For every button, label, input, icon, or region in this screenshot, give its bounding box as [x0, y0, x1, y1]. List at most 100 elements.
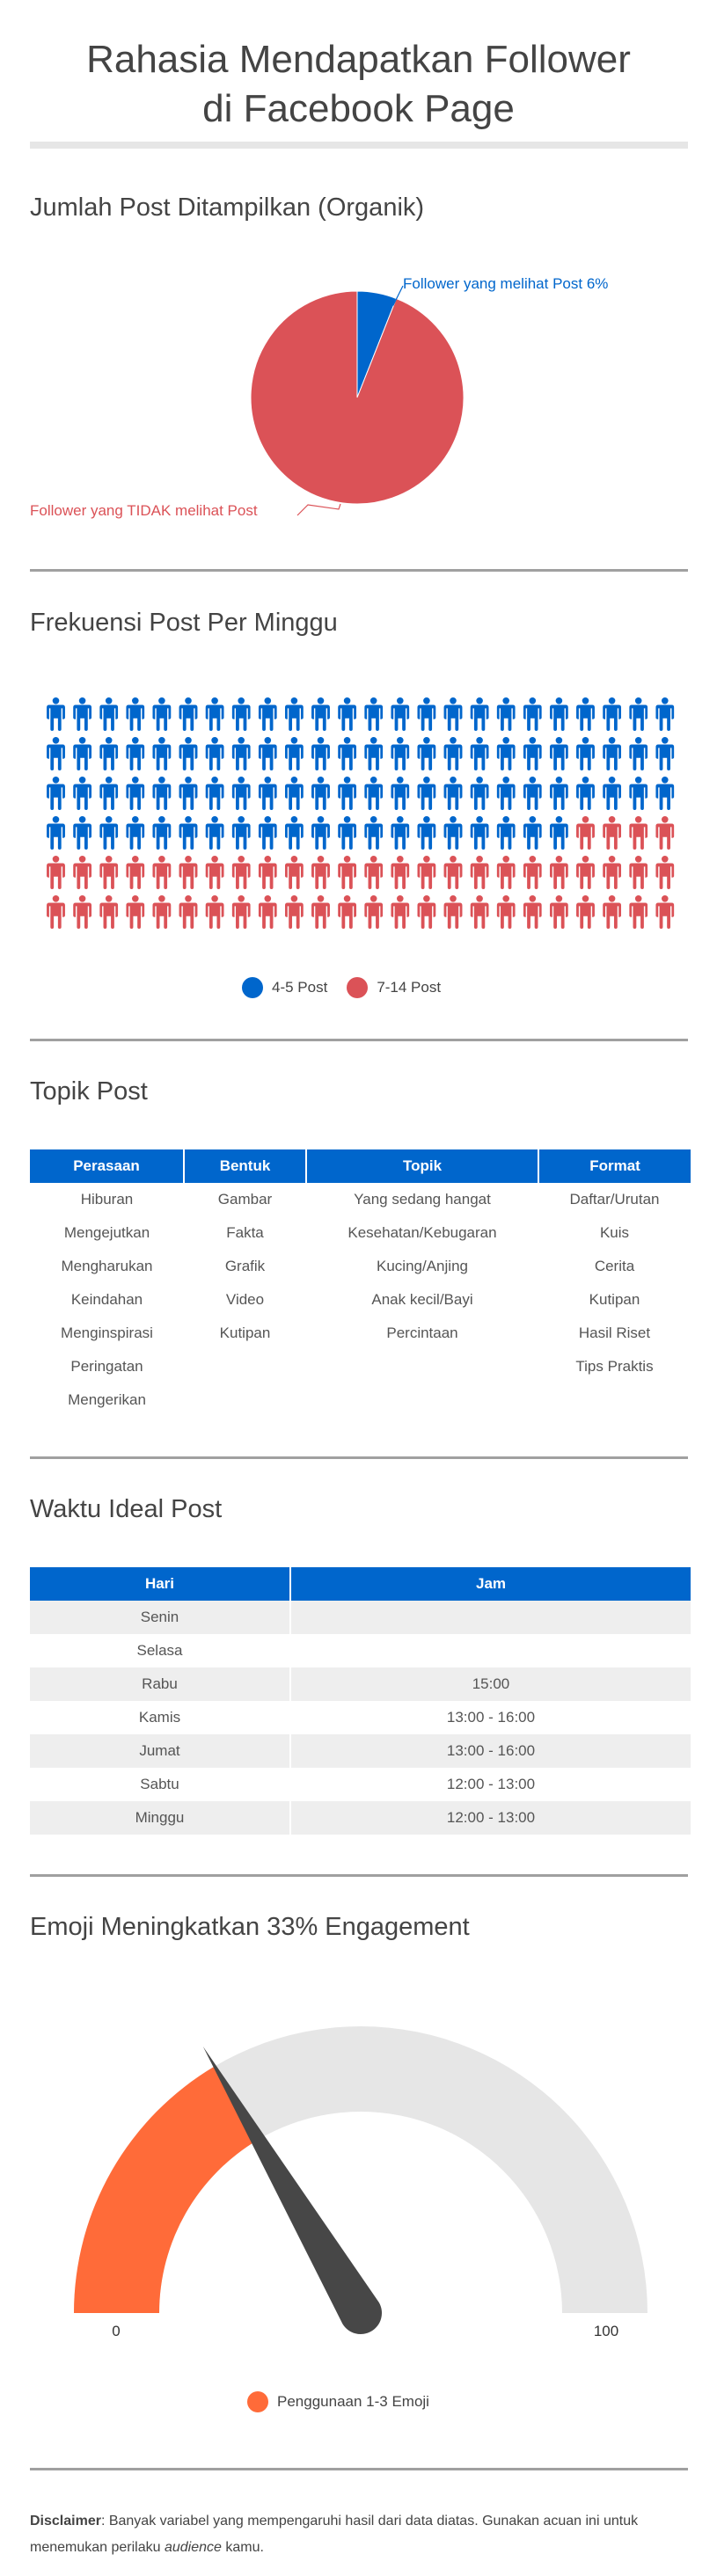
section-divider [30, 1874, 688, 1877]
person-icon [47, 895, 65, 929]
table-cell: Cerita [594, 1258, 635, 1274]
person-icon [47, 856, 65, 889]
person-icon [655, 816, 675, 850]
disclaimer-text-end: kamu. [221, 2540, 264, 2555]
person-icon [549, 697, 568, 731]
person-icon [655, 777, 675, 810]
person-icon [391, 777, 410, 810]
pie-label-not-viewed: Follower yang TIDAK melihat Post [30, 502, 258, 519]
person-icon [73, 816, 92, 850]
person-icon [655, 856, 675, 889]
pictograph-chart [47, 697, 675, 929]
table-row: Minggu 12:00 - 13:00 [30, 1801, 691, 1835]
person-icon [417, 777, 436, 810]
person-icon [258, 777, 277, 810]
table-row: Sabtu 12:00 - 13:00 [30, 1768, 691, 1801]
disclaimer-text: : Banyak variabel yang mempengaruhi hasi… [30, 2514, 639, 2555]
person-icon [603, 895, 622, 929]
topics-header-cell: Format [538, 1149, 691, 1183]
person-icon [205, 737, 224, 770]
person-icon [417, 697, 436, 731]
person-icon [655, 737, 675, 770]
legend-dot-blue [242, 977, 263, 998]
person-icon [258, 856, 277, 889]
person-icon [99, 895, 119, 929]
legend-dot-orange [247, 2391, 268, 2412]
person-icon [364, 895, 384, 929]
table-cell: Kutipan [219, 1324, 271, 1341]
person-icon [99, 856, 119, 889]
table-cell: Grafik [224, 1258, 266, 1274]
person-icon [179, 777, 198, 810]
person-icon [417, 737, 436, 770]
person-icon [470, 816, 489, 850]
table-cell: 12:00 - 13:00 [289, 1801, 691, 1835]
table-cell: 12:00 - 13:00 [289, 1768, 691, 1801]
person-icon [126, 816, 145, 850]
topics-table: Perasaan Bentuk Topik Format Hiburan Gambar Y… [30, 1149, 691, 1417]
person-icon [338, 816, 357, 850]
person-icon [549, 895, 568, 929]
table-row: Rabu 15:00 [30, 1667, 691, 1701]
person-icon [549, 816, 568, 850]
person-icon [73, 697, 92, 731]
disclaimer-label: Disclaimer [30, 2514, 101, 2529]
table-row: Hiburan Gambar Yang sedang hangat Daftar/Ur… [30, 1183, 691, 1216]
person-icon [205, 777, 224, 810]
table-row: Senin [30, 1601, 691, 1634]
person-icon [284, 816, 304, 850]
gauge-max-label: 100 [594, 2323, 618, 2339]
table-cell: Mengejutkan [63, 1224, 150, 1241]
person-icon [231, 895, 251, 929]
person-icon [443, 777, 463, 810]
person-icon [258, 816, 277, 850]
person-icon [417, 856, 436, 889]
schedule-header-cell: Hari [30, 1567, 290, 1601]
table-cell: Jumat [30, 1734, 290, 1768]
person-icon [523, 856, 542, 889]
person-icon [179, 895, 198, 929]
person-icon [549, 737, 568, 770]
person-icon [603, 856, 622, 889]
person-icon [179, 856, 198, 889]
person-icon [549, 856, 568, 889]
table-cell: Peringatan [70, 1358, 143, 1375]
person-icon [391, 895, 410, 929]
person-icon [205, 856, 224, 889]
person-icon [126, 895, 145, 929]
table-cell: Kamis [138, 1709, 181, 1726]
gauge-needle [202, 2047, 382, 2334]
table-cell: Hasil Riset [578, 1324, 651, 1341]
table-row: Kamis 13:00 - 16:00 [30, 1701, 691, 1734]
person-icon [338, 697, 357, 731]
person-icon [364, 697, 384, 731]
table-cell: Kesehatan/Kebugaran [348, 1224, 497, 1241]
person-icon [311, 856, 330, 889]
table-cell: Mengharukan [61, 1258, 153, 1274]
person-icon [496, 856, 516, 889]
table-row: Selasa [30, 1634, 691, 1667]
table-cell: Selasa [136, 1642, 183, 1659]
pie-leader-viewed [381, 285, 404, 306]
person-icon [152, 816, 172, 850]
person-icon [655, 697, 675, 731]
section-divider [30, 1456, 688, 1459]
person-icon [603, 737, 622, 770]
person-icon [126, 737, 145, 770]
person-icon [126, 777, 145, 810]
table-cell [184, 1350, 306, 1383]
legend-label-emoji: Penggunaan 1-3 Emoji [277, 2393, 429, 2410]
legend-dot-red [347, 977, 369, 998]
schedule-table: Hari Jam Senin Selasa Rabu 15:00 Kamis 13:00 -… [30, 1567, 691, 1835]
person-icon [179, 737, 198, 770]
table-cell: Gambar [217, 1191, 273, 1208]
person-icon [73, 777, 92, 810]
person-icon [338, 856, 357, 889]
person-icon [47, 777, 65, 810]
pie-chart-title: Jumlah Post Ditampilkan (Organik) [30, 193, 425, 222]
person-icon [311, 737, 330, 770]
gauge-title: Emoji Meningkatkan 33% Engagement [30, 1913, 470, 1941]
person-icon [99, 697, 119, 731]
table-cell [289, 1601, 691, 1634]
person-icon [576, 895, 595, 929]
